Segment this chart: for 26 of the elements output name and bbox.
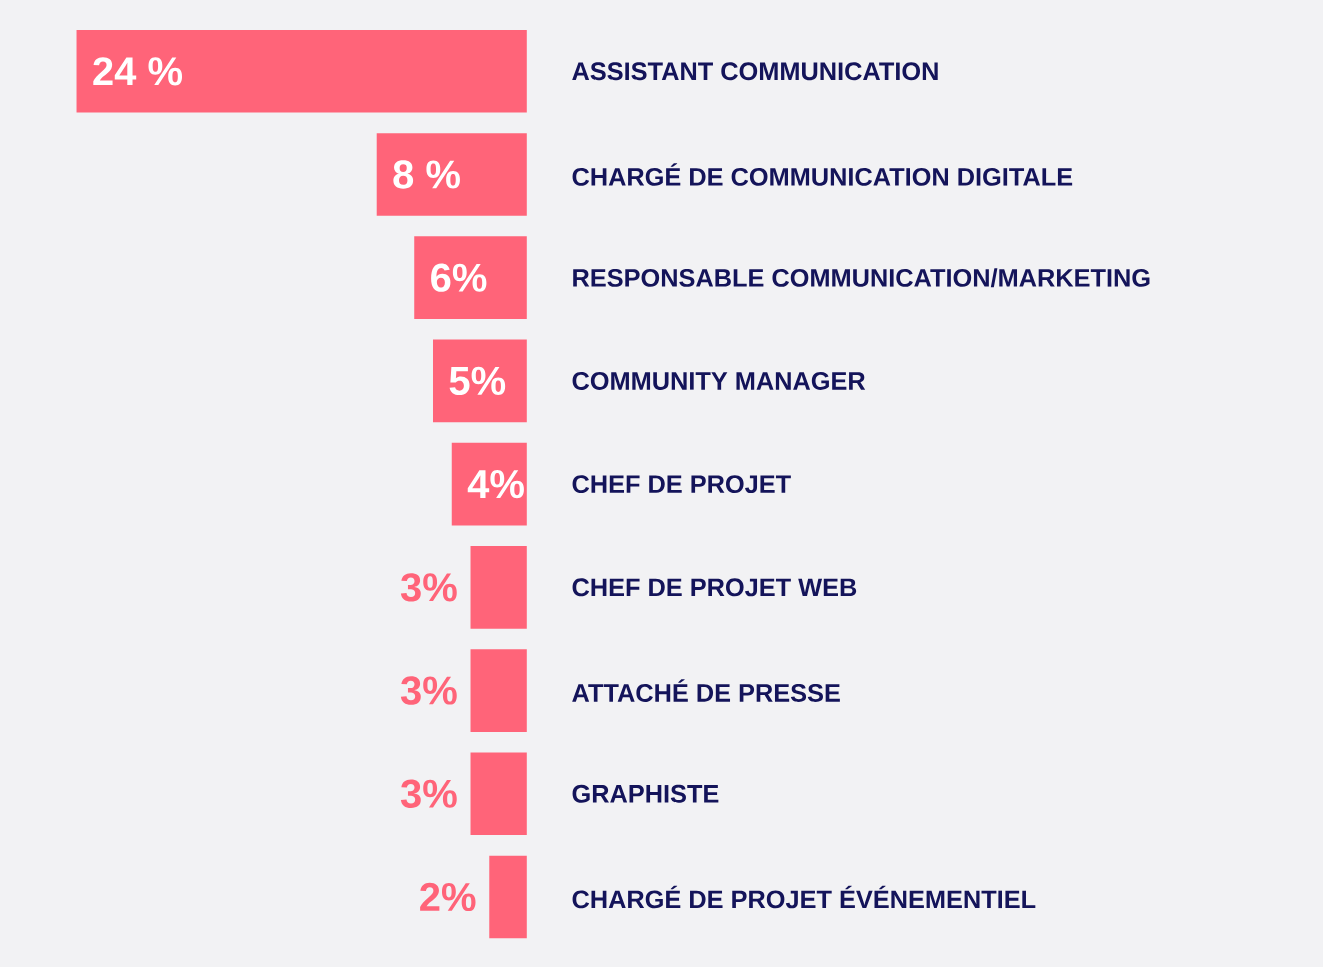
- bar: [376, 133, 527, 216]
- data-label: 3%: [400, 676, 457, 705]
- y-tick-label: ASSISTANT COMMUNICATION: [572, 62, 938, 81]
- data-label: 6%: [431, 263, 487, 292]
- data-label: 8 %: [393, 160, 460, 189]
- bar: [414, 236, 527, 320]
- y-tick-label: CHEF DE PROJET WEB: [572, 578, 857, 597]
- bar: [470, 649, 527, 732]
- bar: [433, 339, 527, 423]
- bar: [76, 29, 527, 113]
- y-tick-label: GRAPHISTE: [572, 784, 719, 803]
- data-label: 5%: [449, 366, 506, 396]
- data-label: 3%: [400, 779, 457, 808]
- bar: [489, 855, 527, 939]
- y-tick-label: COMMUNITY MANAGER: [572, 371, 866, 390]
- y-tick-label: RESPONSABLE COMMUNICATION/MARKETING: [573, 268, 1150, 288]
- bar: [470, 546, 527, 629]
- data-label: 3%: [400, 573, 457, 602]
- data-label: 4%: [467, 470, 524, 499]
- data-label: 2%: [420, 882, 476, 912]
- y-tick-label: ATTACHÉ DE PRESSE: [572, 679, 840, 702]
- y-tick-label: CHARGÉ DE COMMUNICATION DIGITALE: [572, 163, 1073, 186]
- bar: [470, 752, 527, 836]
- y-tick-label: CHEF DE PROJET: [572, 475, 791, 494]
- y-tick-label: CHARGÉ DE PROJET ÉVÉNEMENTIEL: [572, 885, 1036, 909]
- data-label: 24 %: [93, 57, 183, 86]
